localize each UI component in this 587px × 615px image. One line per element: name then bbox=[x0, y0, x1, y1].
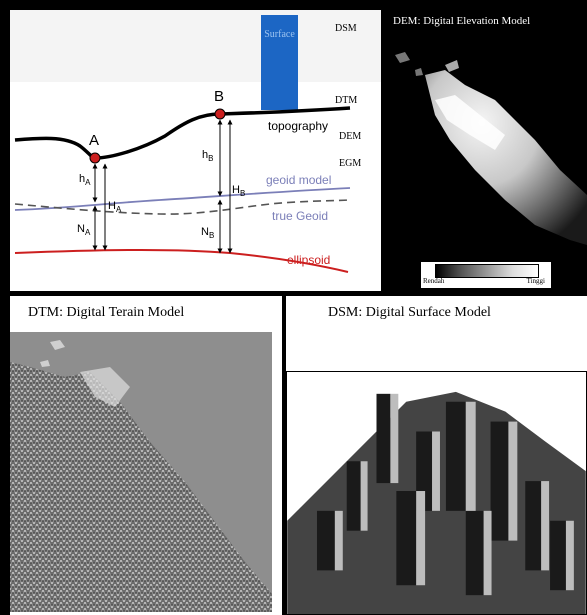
dsm-label: DSM bbox=[335, 23, 357, 34]
h-b-label: hB bbox=[202, 149, 213, 163]
topography-line bbox=[14, 106, 351, 160]
dem-panel: DEM: Digital Elevation Model Rendah Ting… bbox=[385, 10, 587, 291]
dsm-title: DSM: Digital Surface Model bbox=[328, 305, 491, 320]
true-geoid-line bbox=[14, 199, 351, 215]
geoid-model-label: geoid model bbox=[266, 173, 331, 187]
H-a-label: HA bbox=[108, 200, 122, 214]
h-a-label: hA bbox=[79, 173, 91, 187]
dem-label: DEM bbox=[339, 131, 361, 142]
concept-diagram-svg: Surface DSM DTM DEM EGM topography geoid… bbox=[10, 10, 381, 273]
dtm-panel: DTM: Digital Terain Model bbox=[10, 296, 282, 615]
N-a-label: NA bbox=[77, 223, 91, 237]
N-b-label: NB bbox=[201, 226, 214, 240]
dem-legend: Rendah Tinggi bbox=[421, 262, 551, 288]
surface-label: Surface bbox=[264, 29, 295, 40]
dtm-image bbox=[10, 332, 272, 612]
H-b-label: HB bbox=[232, 184, 245, 198]
point-b-marker bbox=[214, 108, 226, 120]
point-b-label: B bbox=[214, 88, 224, 105]
dem-title: DEM: Digital Elevation Model bbox=[393, 15, 531, 27]
true-geoid-label: true Geoid bbox=[272, 209, 328, 223]
dem-legend-bar bbox=[435, 264, 539, 278]
point-a-label: A bbox=[89, 132, 99, 149]
egm-label: EGM bbox=[339, 158, 361, 169]
geoid-model-line bbox=[14, 187, 351, 211]
dem-image bbox=[385, 30, 587, 270]
dem-legend-high: Tinggi bbox=[526, 277, 545, 285]
topography-label: topography bbox=[268, 119, 328, 133]
point-a-marker bbox=[89, 152, 101, 164]
sky-band bbox=[10, 10, 381, 82]
dtm-title: DTM: Digital Terain Model bbox=[28, 305, 185, 320]
dtm-label: DTM bbox=[335, 95, 357, 106]
surface-block bbox=[261, 15, 298, 110]
dsm-panel: DSM: Digital Surface Model bbox=[286, 296, 587, 615]
dsm-image bbox=[286, 371, 587, 615]
elevation-concept-diagram: Surface DSM DTM DEM EGM topography geoid… bbox=[10, 10, 381, 291]
ellipsoid-label: ellipsoid bbox=[287, 253, 330, 267]
dem-legend-low: Rendah bbox=[423, 277, 445, 285]
